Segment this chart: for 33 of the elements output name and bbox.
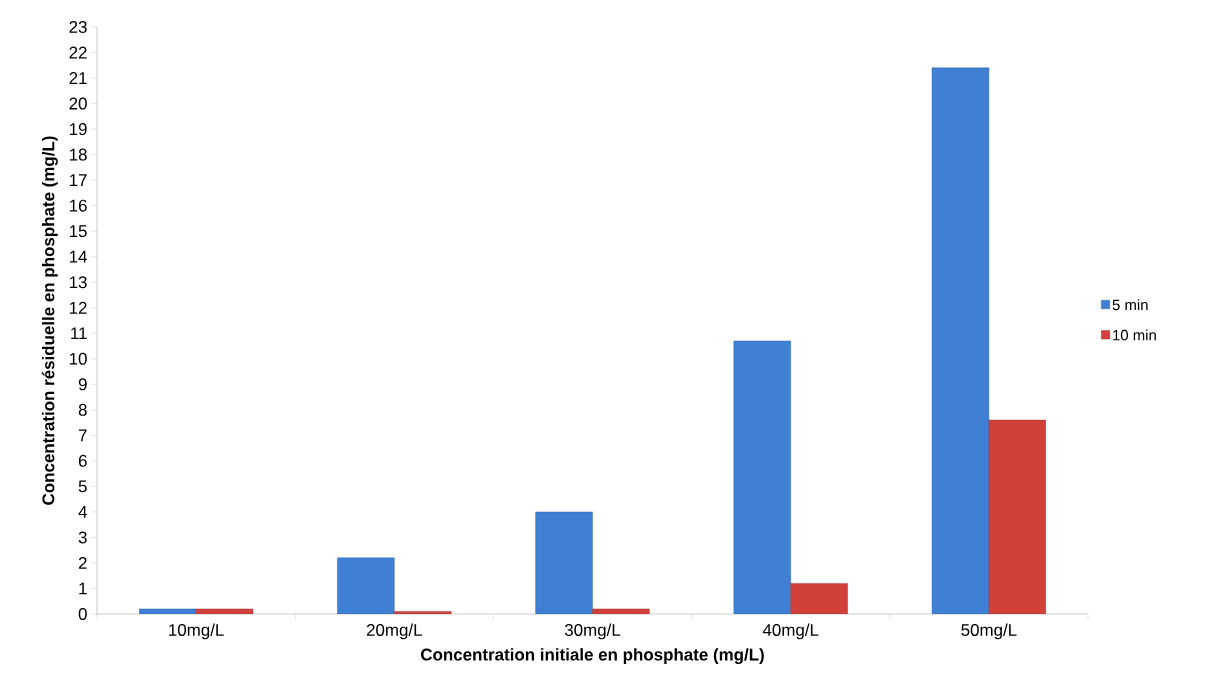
y-tick-label: 5: [78, 480, 87, 493]
x-tick-label: 20mg/L: [366, 623, 422, 640]
y-tick-label: 6: [78, 454, 87, 467]
y-tick-label: 10: [69, 352, 87, 365]
x-axis-title: Concentration initiale en phosphate (mg/L): [421, 648, 764, 665]
y-tick-label: 21: [69, 72, 87, 84]
legend-label: 10 min: [1113, 329, 1156, 341]
y-tick-label: 16: [69, 199, 87, 212]
y-tick-label: 17: [69, 174, 87, 186]
y-tick-label: 2: [78, 557, 87, 569]
x-tick-label: 50mg/L: [961, 623, 1017, 640]
y-tick-label: 4: [78, 506, 87, 518]
y-tick-label: 11: [71, 327, 87, 340]
y-tick-label: 23: [69, 21, 87, 33]
y-tick-label: 15: [69, 225, 87, 238]
y-tick-label: 8: [78, 403, 87, 416]
y-tick-label: 12: [69, 301, 87, 314]
x-tick-label: 10mg/L: [169, 623, 224, 640]
y-tick-label: 18: [69, 148, 87, 161]
y-tick-label: 22: [69, 46, 87, 59]
y-axis-title: Concentration résiduelle en phosphate (mg/L): [41, 136, 58, 505]
y-tick-label: 9: [78, 378, 87, 391]
y-tick-label: 7: [78, 429, 87, 442]
y-tick-label: 1: [79, 582, 87, 595]
y-tick-label: 13: [69, 276, 87, 289]
y-tick-label: 19: [69, 123, 87, 136]
y-tick-label: 0: [78, 608, 87, 620]
y-tick-label: 14: [69, 250, 87, 263]
y-tick-label: 3: [78, 531, 87, 544]
x-tick-label: 40mg/L: [762, 623, 819, 640]
x-tick-label: 30mg/L: [564, 623, 621, 640]
y-tick-label: 20: [69, 97, 87, 110]
legend-label: 5 min: [1112, 299, 1148, 311]
